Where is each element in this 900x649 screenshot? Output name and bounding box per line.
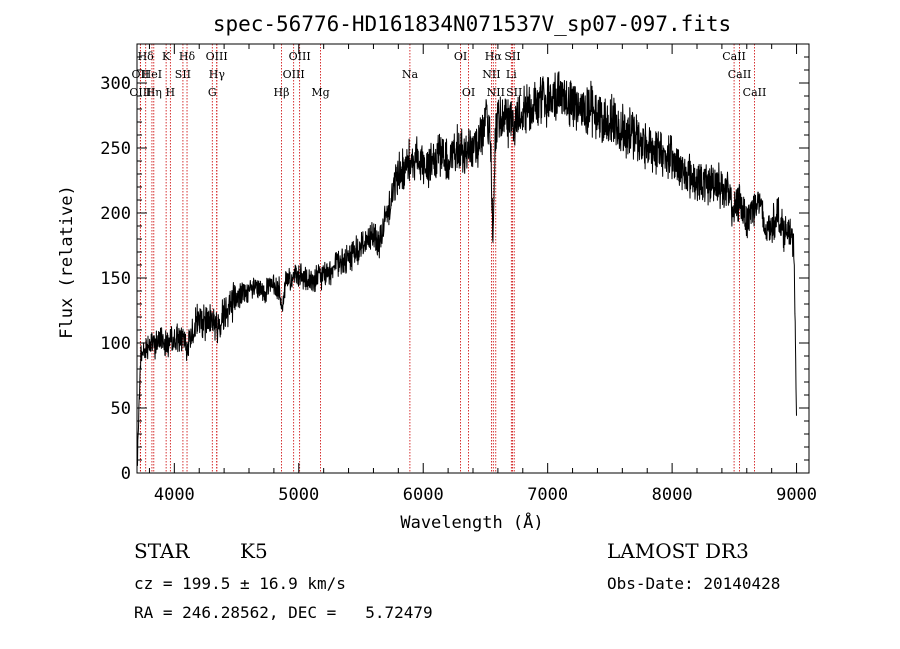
line-label-18: OI	[462, 86, 475, 99]
line-label-12: Hβ	[274, 86, 290, 99]
y-tick-label-4: 200	[100, 204, 131, 224]
line-label-14: OIII	[289, 50, 311, 63]
axis-ticks: 4000 5000 6000 7000 8000 9000 0 50 100 150 200 250 3…	[100, 44, 817, 505]
spectral-line-labels: Hδ OII OIII HeI Hη K H SII Hδ OIII Hγ G Hβ OIII OIII Mg…	[129, 50, 766, 99]
line-label-27: CaII	[743, 86, 767, 99]
line-label-16: Na	[402, 68, 419, 81]
line-label-11: G	[208, 86, 217, 99]
y-axis-label: Flux (relative)	[57, 185, 77, 339]
line-label-5: K	[162, 50, 171, 63]
line-label-15: Mg	[311, 86, 329, 99]
line-label-0: Hδ	[138, 50, 155, 63]
spectrum-line	[136, 71, 797, 466]
x-tick-label-3: 7000	[527, 485, 568, 505]
x-tick-label-2: 6000	[403, 485, 444, 505]
line-label-19: Hα	[485, 50, 503, 63]
y-tick-label-0: 0	[121, 464, 131, 484]
line-label-1: OII	[132, 68, 150, 81]
obs-date: Obs-Date: 20140428	[607, 574, 781, 593]
x-axis-label: Wavelength (Å)	[400, 511, 543, 533]
x-tick-label-5: 9000	[776, 485, 817, 505]
line-label-10: Hγ	[209, 68, 226, 81]
x-tick-label-0: 4000	[154, 485, 195, 505]
line-label-13: OIII	[283, 68, 305, 81]
line-label-20: NII	[482, 68, 500, 81]
object-subclass: K5	[240, 539, 268, 563]
coordinates: RA = 246.28562, DEC = 5.72479	[134, 603, 433, 622]
redshift-readout: cz = 199.5 ± 16.9 km/s	[134, 574, 346, 593]
y-tick-label-2: 100	[100, 334, 131, 354]
chart-title: spec-56776-HD161834N071537V_sp07-097.fit…	[213, 12, 731, 36]
y-tick-label-3: 150	[100, 269, 131, 289]
x-tick-label-1: 5000	[278, 485, 319, 505]
y-tick-label-5: 250	[100, 139, 131, 159]
y-tick-label-1: 50	[111, 399, 131, 419]
line-label-8: Hδ	[179, 50, 196, 63]
line-label-6: H	[166, 86, 176, 99]
line-label-2: OIII	[129, 86, 151, 99]
survey-name: LAMOST DR3	[607, 539, 749, 563]
line-label-4: Hη	[146, 86, 162, 99]
line-label-9: OIII	[206, 50, 228, 63]
plot-frame	[136, 43, 810, 474]
line-label-23: Li	[506, 68, 517, 81]
y-tick-label-6: 300	[100, 74, 131, 94]
line-label-17: OI	[454, 50, 467, 63]
line-label-24: SII	[506, 86, 522, 99]
object-class: STAR	[134, 539, 190, 563]
line-label-22: SII	[504, 50, 520, 63]
line-label-7: SII	[175, 68, 191, 81]
line-label-21: NII	[487, 86, 505, 99]
spectral-line-markers	[139, 44, 755, 473]
x-tick-label-4: 8000	[652, 485, 693, 505]
spectrum-series	[136, 71, 797, 466]
line-label-26: CaII	[728, 68, 752, 81]
line-label-3: HeI	[142, 68, 162, 81]
line-label-25: CaII	[722, 50, 746, 63]
